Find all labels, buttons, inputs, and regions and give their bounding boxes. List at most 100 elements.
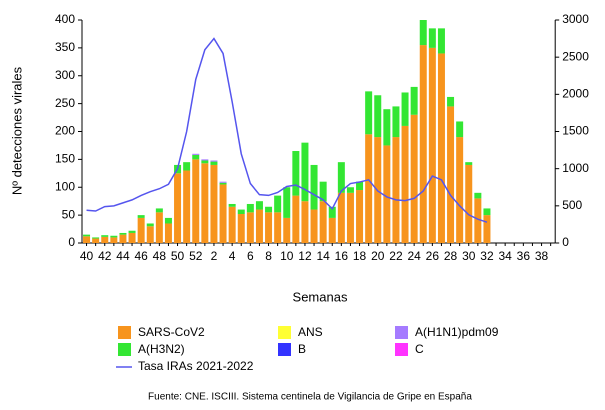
bar-segment bbox=[119, 232, 127, 235]
y2-tick-label: 3000 bbox=[562, 12, 589, 26]
bar-segment bbox=[328, 206, 336, 218]
bar-segment bbox=[310, 209, 318, 243]
y-tick-label: 350 bbox=[55, 40, 75, 54]
legend-label: B bbox=[298, 342, 306, 356]
x-tick-label: 26 bbox=[426, 249, 440, 263]
bar-segment bbox=[246, 203, 254, 213]
bar-segment bbox=[356, 190, 364, 243]
x-tick-label: 28 bbox=[444, 249, 458, 263]
bar-segment bbox=[265, 212, 273, 243]
x-tick-label: 12 bbox=[298, 249, 312, 263]
legend-label: A(H1N1)pdm09 bbox=[415, 325, 499, 339]
x-tick-label: 30 bbox=[462, 249, 476, 263]
bar-segment bbox=[274, 195, 282, 213]
bar-segment bbox=[283, 187, 291, 218]
bar-segment bbox=[110, 235, 118, 238]
x-axis-label: Semanas bbox=[293, 289, 348, 304]
bar-segment bbox=[310, 164, 318, 210]
bar-segment bbox=[319, 201, 327, 243]
bar-segment bbox=[174, 173, 182, 243]
bar-segment bbox=[92, 237, 100, 239]
y-tick-label: 250 bbox=[55, 96, 75, 110]
bar-segment bbox=[356, 181, 364, 191]
bar-segment bbox=[301, 201, 309, 243]
bar-segment bbox=[210, 161, 218, 165]
bar-segment bbox=[219, 182, 227, 185]
bar-segment bbox=[237, 214, 245, 243]
bar-segment bbox=[219, 181, 227, 183]
bar-segment bbox=[201, 159, 209, 161]
y-tick-label: 400 bbox=[55, 12, 75, 26]
x-tick-label: 8 bbox=[265, 249, 272, 263]
bar-segment bbox=[483, 208, 491, 216]
bar-segment bbox=[83, 234, 91, 237]
bar-segment bbox=[447, 106, 455, 243]
bar-segment bbox=[119, 234, 127, 243]
bar-segment bbox=[164, 223, 172, 243]
y2-tick-label: 1500 bbox=[562, 124, 589, 138]
bar-segment bbox=[210, 164, 218, 243]
bar-segment bbox=[155, 212, 163, 243]
x-tick-label: 40 bbox=[80, 249, 94, 263]
y-tick-label: 200 bbox=[55, 124, 75, 138]
bar-segment bbox=[146, 226, 154, 243]
y2-tick-label: 500 bbox=[562, 198, 582, 212]
bar-segment bbox=[428, 28, 436, 48]
x-tick-label: 16 bbox=[335, 249, 349, 263]
bar-segment bbox=[383, 145, 391, 243]
bar-segment bbox=[401, 125, 409, 243]
x-tick-label: 32 bbox=[480, 249, 494, 263]
y-axis-label: Nº detecciones virales bbox=[9, 66, 24, 195]
bar-segment bbox=[392, 137, 400, 243]
bar-segment bbox=[283, 217, 291, 243]
bar-segment bbox=[465, 162, 473, 165]
bar-segment bbox=[365, 134, 373, 243]
y-tick-label: 0 bbox=[68, 235, 75, 249]
bar-segment bbox=[128, 232, 136, 243]
x-tick-label: 10 bbox=[280, 249, 294, 263]
legend-label: ANS bbox=[298, 325, 323, 339]
bar-segment bbox=[437, 28, 445, 54]
legend-swatch bbox=[395, 343, 408, 356]
legend-swatch bbox=[118, 326, 131, 339]
legend-label: A(H3N2) bbox=[138, 342, 185, 356]
source-note: Fuente: CNE. ISCIII. Sistema centinela d… bbox=[148, 392, 472, 403]
x-tick-label: 14 bbox=[316, 249, 330, 263]
bar-segment bbox=[383, 109, 391, 146]
x-tick-label: 50 bbox=[171, 249, 185, 263]
bar-segment bbox=[474, 192, 482, 199]
legend-swatch bbox=[278, 326, 291, 339]
bar-segment bbox=[110, 237, 118, 243]
x-tick-label: 24 bbox=[407, 249, 421, 263]
bar-segment bbox=[456, 121, 464, 138]
legend-swatch bbox=[278, 343, 291, 356]
bar-segment bbox=[337, 192, 345, 243]
bar-segment bbox=[164, 217, 172, 224]
x-tick-label: 4 bbox=[229, 249, 236, 263]
y2-tick-label: 0 bbox=[562, 235, 569, 249]
bar-segment bbox=[201, 163, 209, 243]
bar-segment bbox=[192, 154, 200, 160]
y2-tick-label: 1000 bbox=[562, 161, 589, 175]
y-tick-label: 50 bbox=[62, 207, 76, 221]
x-tick-label: 44 bbox=[116, 249, 130, 263]
bar-segment bbox=[419, 20, 427, 46]
x-tick-label: 46 bbox=[134, 249, 148, 263]
y2-tick-label: 2500 bbox=[562, 49, 589, 63]
bar-segment bbox=[447, 96, 455, 107]
bar-segment bbox=[219, 184, 227, 243]
bar-segment bbox=[192, 153, 200, 155]
x-tick-label: 42 bbox=[98, 249, 112, 263]
bar-segment bbox=[192, 159, 200, 243]
x-tick-label: 6 bbox=[247, 249, 254, 263]
bar-segment bbox=[274, 212, 282, 243]
x-tick-label: 22 bbox=[389, 249, 403, 263]
bar-segment bbox=[137, 215, 145, 218]
bar-segment bbox=[101, 236, 109, 243]
bar-segment bbox=[465, 164, 473, 243]
bar-segment bbox=[474, 198, 482, 243]
bar-segment bbox=[301, 142, 309, 202]
y2-tick-label: 2000 bbox=[562, 87, 589, 101]
bar-segment bbox=[265, 206, 273, 213]
bar-segment bbox=[183, 162, 191, 171]
